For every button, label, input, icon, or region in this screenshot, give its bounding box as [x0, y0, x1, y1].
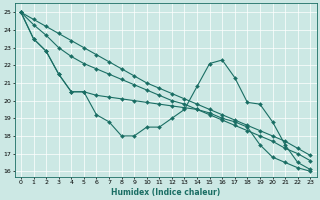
X-axis label: Humidex (Indice chaleur): Humidex (Indice chaleur): [111, 188, 220, 197]
